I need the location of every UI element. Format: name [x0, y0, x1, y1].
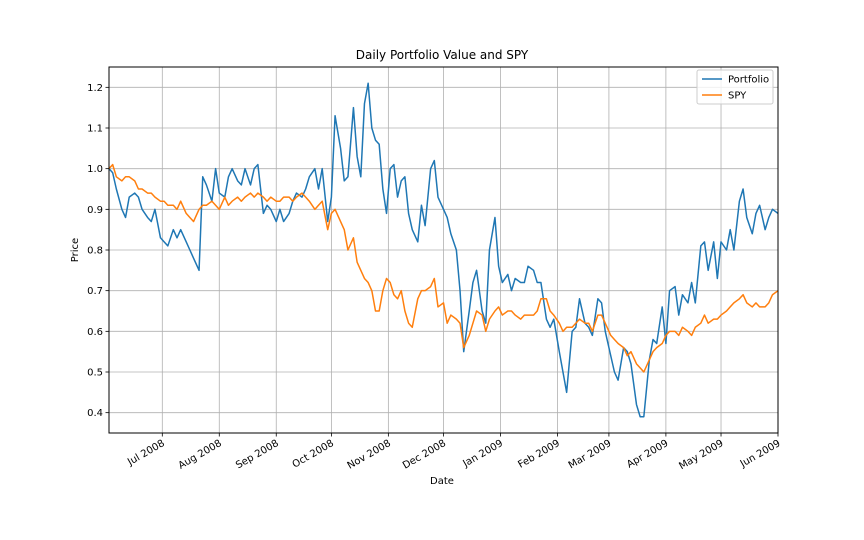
- y-tick-label: 1.0: [87, 164, 103, 175]
- y-tick-label: 1.1: [87, 124, 103, 135]
- y-tick-label: 0.4: [87, 408, 103, 419]
- y-tick-label: 0.8: [87, 246, 103, 257]
- chart-title: Daily Portfolio Value and SPY: [356, 48, 529, 62]
- y-tick-label: 0.5: [87, 368, 103, 379]
- y-tick-label: 0.6: [87, 327, 103, 338]
- y-tick-label: 1.2: [87, 83, 103, 94]
- series-layer: [109, 82, 778, 418]
- y-axis: 0.4 0.5 0.6 0.7 0.8 0.9 1.0 1.1 1.2: [87, 83, 109, 419]
- legend-label: SPY: [728, 91, 747, 102]
- x-axis-title: Date: [430, 476, 454, 487]
- legend-label: Portfolio: [728, 75, 769, 86]
- grid: [109, 67, 779, 433]
- y-axis-title: Price: [70, 238, 81, 262]
- legend: Portfolio SPY: [696, 69, 774, 105]
- series-line-portfolio: [109, 82, 778, 418]
- series-line-spy: [109, 163, 778, 373]
- y-tick-label: 0.9: [87, 205, 103, 216]
- y-tick-label: 0.7: [87, 286, 103, 297]
